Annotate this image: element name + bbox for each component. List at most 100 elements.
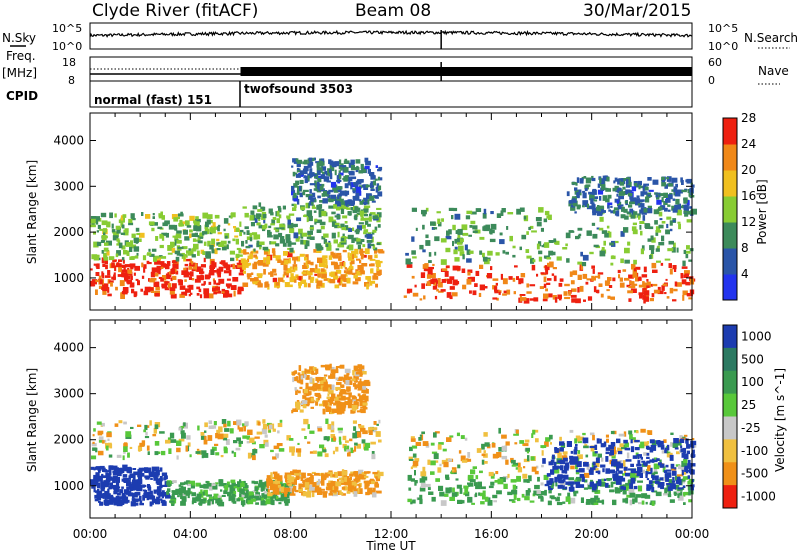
- power-cell: [619, 277, 623, 282]
- power-cell: [638, 184, 641, 190]
- power-cell: [370, 269, 374, 274]
- velocity-cell: [589, 472, 594, 475]
- power-cell: [651, 293, 655, 298]
- cpid-mode-1-id: 151: [187, 93, 212, 107]
- power-cell: [114, 265, 117, 272]
- power-cell: [344, 200, 348, 206]
- power-colorbar-tick: 24: [741, 137, 756, 151]
- power-cell: [348, 176, 351, 183]
- cpid-panel-frame: [89, 80, 693, 108]
- power-cell: [543, 218, 548, 223]
- velocity-cell: [563, 474, 569, 480]
- power-cell: [539, 286, 544, 289]
- power-cell: [192, 266, 197, 270]
- velocity-cell: [161, 501, 167, 506]
- velocity-cell: [236, 419, 242, 426]
- power-cell: [306, 210, 313, 216]
- power-cell: [214, 248, 218, 255]
- velocity-cell: [590, 501, 594, 505]
- velocity-cell: [367, 487, 373, 493]
- velocity-cell: [263, 485, 269, 490]
- power-colorbar-tick: 16: [741, 189, 756, 203]
- velocity-cell: [114, 467, 119, 473]
- power-cell: [145, 214, 151, 219]
- velocity-cell: [285, 484, 291, 488]
- power-cell: [682, 295, 685, 301]
- velocity-cell: [637, 485, 643, 492]
- power-cell: [159, 261, 165, 265]
- velocity-cell: [534, 470, 539, 475]
- power-cell: [372, 244, 376, 250]
- power-cell: [120, 232, 125, 235]
- power-cell: [683, 197, 688, 203]
- velocity-cell: [285, 478, 288, 483]
- power-cell: [377, 269, 381, 276]
- velocity-cell: [247, 429, 253, 435]
- power-cell: [97, 224, 101, 230]
- velocity-cell: [312, 482, 317, 487]
- power-cell: [159, 234, 163, 239]
- power-cell: [313, 188, 319, 191]
- velocity-cell: [352, 409, 357, 412]
- power-cell: [314, 273, 318, 276]
- power-cell: [116, 238, 120, 242]
- power-cell: [101, 257, 105, 264]
- power-cell: [453, 249, 458, 255]
- velocity-cell: [119, 489, 124, 494]
- power-cell: [342, 249, 347, 253]
- velocity-cell: [653, 463, 660, 470]
- power-cell: [661, 221, 666, 224]
- velocity-cell: [312, 450, 317, 454]
- power-cell: [445, 247, 451, 253]
- velocity-cell: [223, 423, 227, 428]
- velocity-cell: [666, 483, 671, 486]
- power-cell: [631, 226, 637, 231]
- velocity-cell: [435, 478, 440, 482]
- power-cell: [350, 164, 355, 171]
- x-tick-label: 04:00: [173, 527, 208, 541]
- power-cell: [441, 268, 448, 271]
- power-cell: [101, 250, 104, 254]
- x-tick-label: 08:00: [273, 527, 308, 541]
- velocity-cell: [154, 441, 160, 446]
- power-cell: [411, 236, 415, 242]
- velocity-cell: [156, 486, 161, 491]
- power-cell: [366, 239, 373, 243]
- power-cell: [591, 265, 595, 269]
- velocity-cell: [660, 484, 664, 490]
- velocity-cell: [347, 397, 351, 403]
- velocity-cell: [449, 496, 455, 501]
- power-cell: [544, 242, 550, 248]
- power-cell: [523, 216, 527, 220]
- velocity-cell: [633, 474, 639, 478]
- velocity-cell: [507, 491, 513, 496]
- velocity-cell: [358, 425, 365, 429]
- velocity-colorbar-frame: [722, 324, 738, 509]
- power-cell: [598, 227, 604, 231]
- velocity-cell: [151, 466, 158, 472]
- power-cell: [99, 279, 103, 285]
- velocity-cell: [647, 465, 651, 471]
- velocity-cell: [557, 478, 561, 482]
- power-cell: [193, 243, 199, 250]
- power-cell: [661, 235, 665, 242]
- power-cell: [337, 231, 340, 238]
- power-cell: [199, 233, 203, 237]
- power-cell: [199, 236, 204, 239]
- velocity-cell: [303, 388, 308, 394]
- velocity-cell: [297, 451, 301, 457]
- velocity-cell: [438, 485, 444, 491]
- power-cell: [367, 243, 372, 249]
- velocity-cell: [224, 428, 230, 432]
- velocity-cell: [123, 421, 127, 425]
- velocity-cell: [98, 468, 101, 473]
- power-cell: [213, 226, 220, 230]
- power-cell: [591, 222, 596, 226]
- velocity-cell: [360, 369, 365, 372]
- velocity-cell: [351, 405, 358, 410]
- velocity-ytick-label: 4000: [53, 341, 84, 355]
- power-cell: [175, 227, 178, 231]
- velocity-cell: [114, 471, 118, 474]
- power-cell: [684, 273, 689, 277]
- power-cell: [376, 268, 380, 271]
